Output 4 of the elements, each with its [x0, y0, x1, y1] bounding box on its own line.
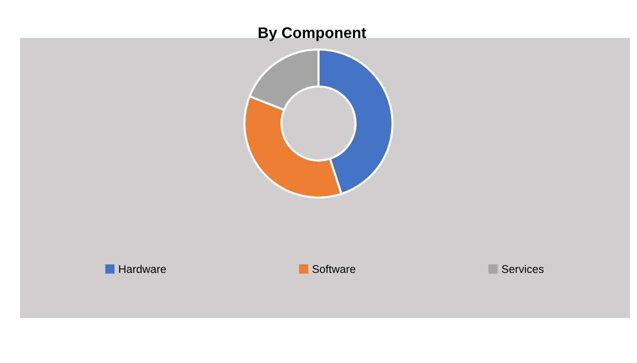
chart-title: By Component: [258, 27, 366, 42]
legend-label: Services: [502, 264, 544, 273]
legend-label: Software: [312, 264, 356, 273]
legend-label: Hardware: [119, 264, 166, 273]
